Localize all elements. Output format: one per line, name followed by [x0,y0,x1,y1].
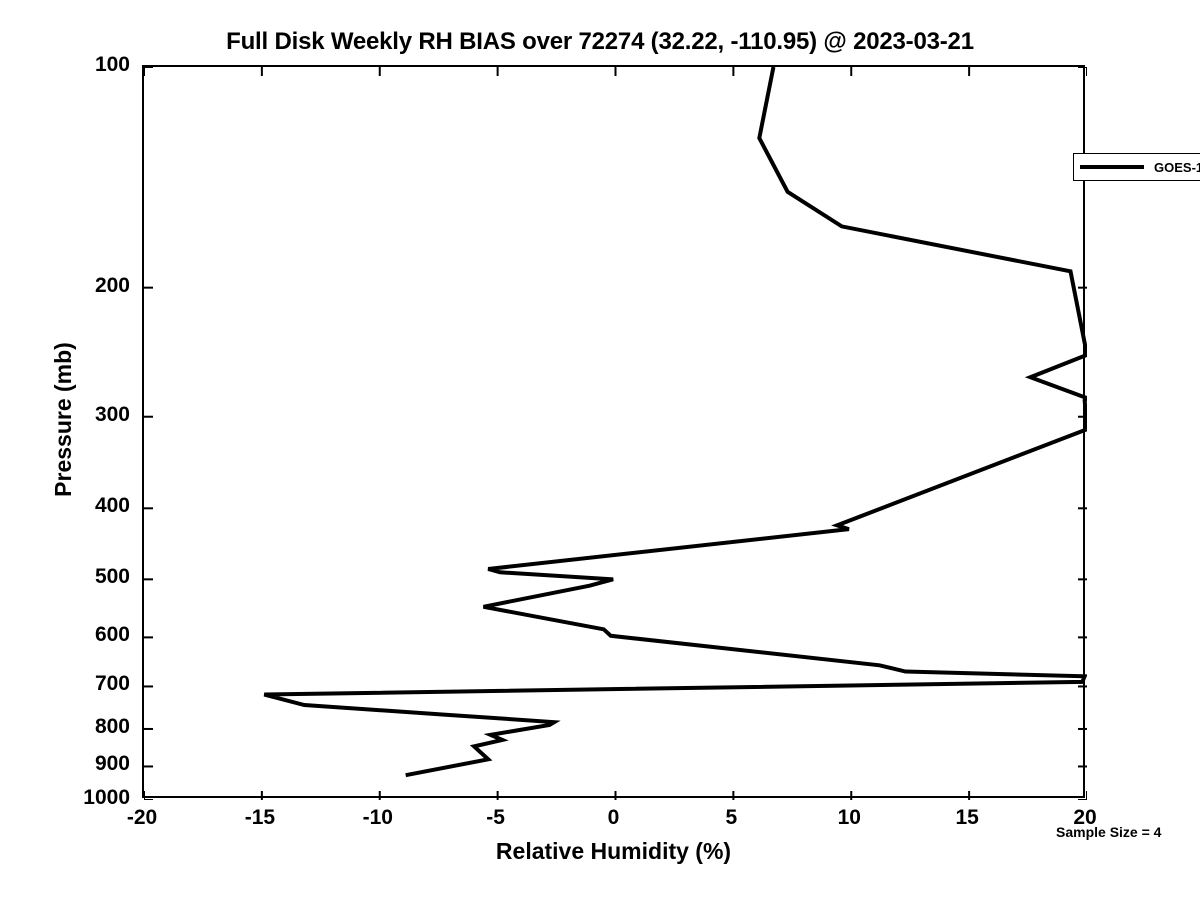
y-axis-tick-labels: 100 200 300 400 500 600 700 800 900 1000 [0,53,130,809]
x-tick-label-neg15: -15 [244,806,276,829]
y-axis-tick-marks [144,67,1087,800]
y-axis-title: Pressure (mb) [50,342,76,497]
x-tick-label-neg10: -10 [362,806,393,829]
data-line-goes-16 [263,67,1087,778]
y-tick-label-900: 900 [94,752,130,776]
y-tick-label-300: 300 [94,402,130,426]
x-axis-title: Relative Humidity (%) [495,838,732,864]
x-tick-label-15: 15 [955,806,979,829]
x-axis-tick-marks [144,67,1087,800]
y-tick-label-500: 500 [94,565,130,589]
x-axis-tick-labels: -20 -15 -10 -5 0 5 10 15 20 [127,806,1097,838]
legend-label-goes-16: GOES-16 [1154,159,1200,175]
y-tick-label-400: 400 [94,494,130,518]
sample-size-annotation: Sample Size = 4 [1056,824,1162,840]
plot-area: GOES-16 Sample Size = 4 [142,65,1200,840]
y-tick-label-100: 100 [94,53,130,76]
x-tick-label-0: 0 [607,806,620,829]
x-tick-label-10: 10 [837,806,861,829]
y-tick-label-800: 800 [94,714,130,738]
legend: GOES-16 [1073,153,1200,181]
chart-title: Full Disk Weekly RH BIAS over 72274 (32.… [226,28,974,55]
x-tick-label-5: 5 [725,806,738,829]
legend-line-swatch [1080,165,1144,169]
y-tick-label-700: 700 [94,672,130,696]
x-tick-label-neg20: -20 [126,806,158,829]
y-tick-label-200: 200 [94,273,130,297]
y-tick-label-600: 600 [94,623,130,647]
y-tick-label-1000: 1000 [83,786,130,809]
x-tick-label-neg5: -5 [486,806,505,829]
plot-canvas [144,67,1087,800]
x-tick-label-20: 20 [1073,806,1097,829]
